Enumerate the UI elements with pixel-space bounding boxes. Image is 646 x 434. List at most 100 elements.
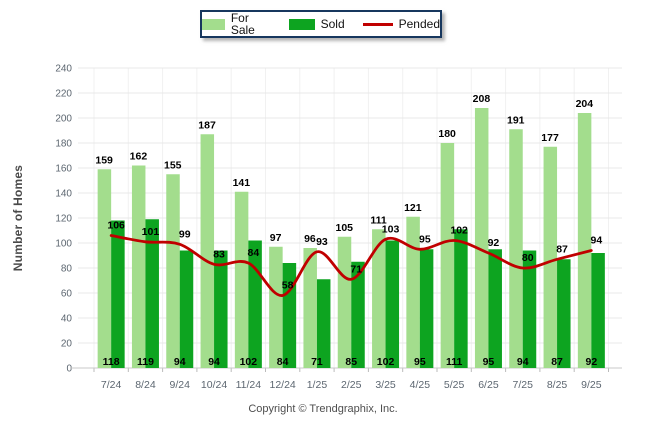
legend-item-sold: Sold bbox=[288, 17, 345, 31]
sold-value-label: 84 bbox=[277, 356, 289, 368]
for-sale-bar bbox=[337, 236, 352, 368]
for-sale-bar bbox=[543, 146, 558, 368]
pended-value-label: 95 bbox=[419, 233, 431, 245]
sold-value-label: 111 bbox=[446, 356, 463, 368]
sold-bar bbox=[179, 250, 194, 368]
for-sale-value-label: 121 bbox=[404, 202, 422, 214]
y-axis-tick-label: 140 bbox=[55, 189, 72, 200]
x-axis-tick-label: 7/25 bbox=[513, 379, 534, 391]
for-sale-bar bbox=[234, 191, 249, 368]
sold-value-label: 85 bbox=[345, 356, 357, 368]
for-sale-bar bbox=[269, 246, 283, 368]
for-sale-bar bbox=[440, 143, 455, 368]
for-sale-value-label: 177 bbox=[541, 132, 559, 144]
pended-line bbox=[109, 234, 593, 297]
sold-bar bbox=[522, 250, 537, 368]
sold-bar bbox=[248, 240, 262, 368]
x-axis-tick-label: 6/25 bbox=[478, 379, 499, 391]
pended-value-label: 101 bbox=[142, 226, 160, 238]
x-axis-tick-label: 1/25 bbox=[307, 379, 328, 391]
for-sale-value-label: 208 bbox=[473, 93, 491, 105]
sold-value-label: 95 bbox=[483, 356, 495, 368]
pended-value-label: 84 bbox=[248, 247, 260, 259]
y-axis-tick-label: 20 bbox=[61, 339, 73, 350]
legend-color-swatch bbox=[202, 18, 225, 30]
sold-bar bbox=[419, 249, 434, 368]
pended-value-label: 92 bbox=[488, 237, 500, 249]
y-axis-tick-label: 60 bbox=[61, 289, 73, 300]
for-sale-bar bbox=[131, 165, 146, 368]
sold-bar bbox=[488, 249, 502, 368]
for-sale-value-label: 111 bbox=[370, 214, 387, 226]
legend-label: For Sale bbox=[230, 11, 255, 37]
y-axis-tick-label: 160 bbox=[55, 164, 72, 175]
sold-bar bbox=[591, 253, 605, 368]
pended-value-label: 58 bbox=[282, 280, 294, 292]
sold-value-label: 87 bbox=[551, 356, 563, 368]
y-axis-tick-label: 80 bbox=[61, 264, 73, 275]
for-sale-bar bbox=[406, 216, 420, 368]
sold-value-label: 95 bbox=[414, 356, 426, 368]
sold-bar bbox=[351, 261, 365, 368]
for-sale-value-label: 141 bbox=[233, 177, 251, 189]
y-axis-tick-label: 200 bbox=[55, 114, 72, 125]
sold-bar bbox=[111, 220, 125, 368]
x-axis-tick-label: 10/24 bbox=[201, 379, 227, 391]
copyright-text: Copyright © Trendgraphix, Inc. bbox=[248, 403, 398, 415]
y-axis-tick-label: 0 bbox=[66, 364, 72, 375]
legend-item-pended: Pended bbox=[362, 17, 440, 31]
sold-bar bbox=[385, 240, 400, 368]
legend: For Sale Sold Pended bbox=[200, 10, 442, 38]
for-sale-bar bbox=[97, 169, 112, 368]
for-sale-value-label: 96 bbox=[304, 233, 316, 245]
for-sale-value-label: 204 bbox=[576, 98, 594, 110]
legend-label: Sold bbox=[320, 17, 345, 31]
pended-value-label: 99 bbox=[179, 228, 191, 240]
sold-value-label: 92 bbox=[586, 356, 598, 368]
for-sale-value-label: 187 bbox=[198, 119, 216, 131]
pended-value-label: 103 bbox=[382, 223, 400, 235]
x-axis-tick-label: 8/24 bbox=[135, 379, 156, 391]
x-axis-tick-label: 9/24 bbox=[170, 379, 191, 391]
y-axis-tick-label: 40 bbox=[61, 314, 73, 325]
y-axis-tick-label: 220 bbox=[55, 89, 72, 100]
x-axis-tick-label: 3/25 bbox=[375, 379, 396, 391]
for-sale-value-label: 180 bbox=[438, 128, 456, 140]
sold-value-label: 94 bbox=[174, 356, 186, 368]
pended-value-label: 94 bbox=[591, 235, 603, 247]
legend-label: Pended bbox=[398, 17, 440, 31]
sold-bar bbox=[214, 250, 228, 368]
for-sale-value-label: 97 bbox=[270, 232, 282, 244]
sold-value-label: 118 bbox=[103, 356, 120, 368]
sold-bar bbox=[557, 259, 571, 368]
legend-line-marker bbox=[362, 22, 393, 26]
for-sale-bar bbox=[200, 134, 215, 368]
pended-value-label: 93 bbox=[316, 236, 328, 248]
legend-item-for-sale: For Sale bbox=[202, 12, 271, 36]
pended-value-label: 80 bbox=[522, 252, 534, 264]
sold-value-label: 94 bbox=[208, 356, 220, 368]
for-sale-value-label: 159 bbox=[95, 154, 113, 166]
for-sale-bar bbox=[577, 113, 592, 368]
for-sale-value-label: 105 bbox=[335, 222, 353, 234]
for-sale-value-label: 162 bbox=[130, 151, 148, 163]
y-axis-tick-label: 100 bbox=[55, 239, 72, 250]
for-sale-bar bbox=[303, 248, 317, 368]
y-axis-tick-label: 240 bbox=[55, 64, 72, 75]
sold-value-label: 71 bbox=[311, 356, 323, 368]
pended-value-label: 83 bbox=[213, 248, 225, 260]
pended-value-label: 106 bbox=[107, 220, 125, 232]
x-axis-tick-label: 4/25 bbox=[410, 379, 431, 391]
pended-value-label: 71 bbox=[350, 263, 362, 275]
sold-bar bbox=[282, 263, 297, 368]
for-sale-bar bbox=[372, 229, 386, 368]
x-axis-tick-label: 12/24 bbox=[270, 379, 296, 391]
sold-bar bbox=[145, 219, 159, 368]
y-axis-tick-label: 180 bbox=[55, 139, 72, 150]
for-sale-bar bbox=[474, 108, 489, 368]
for-sale-value-label: 155 bbox=[164, 159, 182, 171]
x-axis-tick-label: 7/24 bbox=[101, 379, 122, 391]
pended-value-label: 87 bbox=[556, 243, 568, 255]
